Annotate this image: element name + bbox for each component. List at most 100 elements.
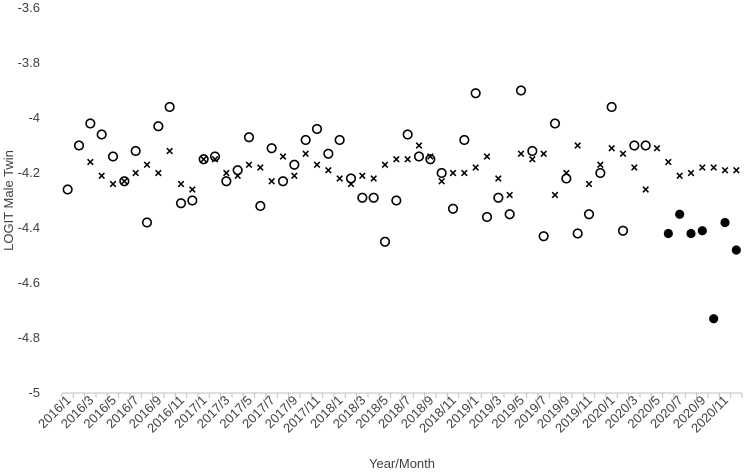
x-marker-point (506, 191, 513, 199)
open-circle-point (357, 192, 368, 203)
x-marker-point (166, 147, 173, 155)
x-marker-point (597, 161, 604, 169)
open-circle-point (141, 217, 153, 228)
open-circle-point (311, 123, 323, 135)
open-circle-point (96, 129, 107, 140)
filled-circle-point (675, 209, 685, 219)
open-circle-point (277, 176, 289, 187)
y-axis-title: LOGIT Male Twin (1, 150, 16, 251)
open-circle-point (73, 140, 85, 151)
x-marker-point (155, 169, 162, 177)
x-marker-point (234, 172, 241, 180)
x-marker-point (347, 180, 355, 188)
x-marker-point (551, 191, 559, 199)
y-tick-label: -4.8 (18, 330, 40, 345)
x-marker-point (359, 172, 366, 180)
filled-circle-point (663, 228, 673, 239)
x-marker-point (177, 180, 185, 188)
x-marker-point (211, 155, 219, 163)
x-marker-point (189, 186, 196, 193)
open-circle-point (572, 228, 583, 239)
open-circle-point (345, 173, 357, 184)
open-circle-point (493, 192, 504, 203)
open-circle-point (175, 198, 187, 209)
open-circle-point (164, 101, 175, 113)
x-marker-point (325, 166, 332, 174)
open-circle-point (379, 236, 391, 247)
x-marker-point (200, 155, 207, 163)
open-circle-point (153, 121, 164, 132)
x-marker-point (653, 144, 661, 152)
open-circle-point (289, 159, 300, 170)
open-circle-point (617, 225, 629, 236)
open-circle-point (538, 231, 549, 242)
x-marker-point (517, 150, 525, 158)
filled-circle-point (686, 228, 696, 239)
x-marker-point (733, 166, 740, 174)
x-marker-point (291, 172, 298, 180)
y-tick-label: -3.8 (18, 55, 40, 70)
x-marker-point (540, 150, 547, 158)
open-circle-point (130, 145, 141, 157)
x-marker-point (223, 169, 230, 177)
open-circle-point (391, 195, 402, 206)
filled-circle-point (720, 217, 730, 228)
x-marker-point (438, 177, 445, 185)
open-circle-point (583, 209, 595, 220)
open-circle-point (549, 118, 561, 129)
x-marker-point (245, 161, 253, 169)
x-marker-point (619, 150, 627, 158)
open-circle-point (629, 140, 640, 151)
y-tick-label: -4.2 (18, 165, 40, 180)
x-marker-point (121, 177, 128, 185)
x-marker-point (415, 142, 423, 149)
open-circle-point (187, 195, 198, 206)
y-tick-label: -3.6 (18, 0, 40, 15)
x-marker-point (472, 164, 479, 171)
open-circle-point (481, 211, 493, 223)
x-marker-point (721, 166, 729, 174)
filled-circle-point (709, 314, 719, 324)
open-circle-point (640, 140, 651, 151)
x-marker-point (143, 161, 151, 169)
open-circle-point (561, 173, 572, 184)
x-marker-point (268, 177, 275, 185)
x-marker-point (404, 155, 411, 163)
open-circle-point (436, 167, 447, 179)
open-circle-point (323, 148, 334, 159)
filled-circle-point (731, 245, 741, 255)
x-marker-point (574, 142, 581, 149)
x-marker-point (449, 169, 457, 177)
x-marker-point (699, 164, 706, 171)
x-marker-point (302, 150, 309, 158)
x-marker-point (381, 161, 389, 169)
x-marker-point (483, 153, 491, 160)
open-circle-point (85, 118, 96, 129)
x-marker-point (109, 180, 117, 188)
filled-circle-point (697, 226, 707, 236)
open-circle-point (470, 88, 481, 99)
open-circle-point (266, 143, 277, 154)
x-marker-point (336, 175, 343, 182)
open-circle-point (368, 192, 379, 203)
y-tick-label: -4.6 (18, 275, 40, 290)
x-marker-point (393, 155, 400, 163)
open-circle-point (221, 176, 232, 187)
open-circle-point (425, 154, 436, 165)
open-circle-point (255, 200, 266, 212)
open-circle-point (606, 101, 617, 113)
open-circle-point (447, 203, 459, 214)
x-marker-point (642, 186, 649, 193)
x-marker-point (98, 172, 105, 180)
y-tick-label: -5 (28, 385, 40, 400)
open-circle-point (504, 209, 515, 220)
x-marker-point (427, 153, 434, 160)
open-circle-point (198, 154, 209, 165)
x-marker-point (257, 164, 264, 171)
open-circle-point (402, 129, 413, 140)
open-circle-point (243, 132, 255, 143)
x-marker-point (665, 158, 672, 166)
y-tick-label: -4 (28, 110, 40, 125)
x-marker-point (563, 169, 570, 177)
